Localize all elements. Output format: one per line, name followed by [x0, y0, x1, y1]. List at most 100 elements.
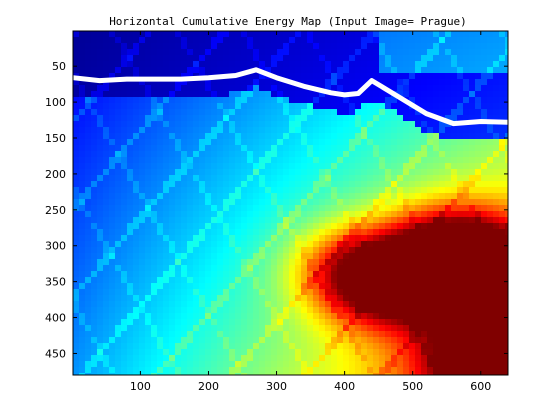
heatmap-cell	[175, 157, 182, 164]
heatmap-cell	[319, 235, 326, 242]
heatmap-cell	[439, 175, 446, 182]
heatmap-cell	[487, 37, 494, 44]
heatmap-cell	[229, 187, 236, 194]
heatmap-cell	[295, 337, 302, 344]
heatmap-cell	[259, 199, 266, 206]
heatmap-cell	[457, 79, 464, 86]
heatmap-cell	[235, 199, 242, 206]
heatmap-cell	[295, 235, 302, 242]
heatmap-cell	[475, 337, 482, 344]
heatmap-cell	[283, 343, 290, 350]
heatmap-cell	[451, 73, 458, 80]
heatmap-cell	[283, 103, 290, 110]
heatmap-cell	[427, 235, 434, 242]
heatmap-cell	[493, 223, 500, 230]
heatmap-cell	[331, 367, 338, 374]
heatmap-cell	[415, 61, 422, 68]
heatmap-cell	[499, 187, 506, 194]
heatmap-cell	[457, 163, 464, 170]
heatmap-cell	[397, 49, 404, 56]
heatmap-cell	[163, 67, 170, 74]
heatmap-cell	[235, 85, 242, 92]
heatmap-cell	[445, 79, 452, 86]
heatmap-cell	[283, 277, 290, 284]
heatmap-cell	[493, 85, 500, 92]
heatmap-cell	[127, 265, 134, 272]
heatmap-cell	[115, 61, 122, 68]
heatmap-cell	[463, 49, 470, 56]
heatmap-cell	[145, 127, 152, 134]
heatmap-cell	[277, 127, 284, 134]
heatmap-cell	[127, 91, 134, 98]
heatmap-cell	[205, 67, 212, 74]
heatmap-cell	[391, 109, 398, 116]
chart-title: Horizontal Cumulative Energy Map (Input …	[109, 15, 467, 28]
heatmap-cell	[151, 247, 158, 254]
heatmap-cell	[217, 343, 224, 350]
heatmap-cell	[79, 91, 86, 98]
heatmap-cell	[385, 73, 392, 80]
heatmap-cell	[361, 31, 368, 38]
heatmap-cell	[307, 91, 314, 98]
heatmap-cell	[331, 109, 338, 116]
heatmap-cell	[451, 325, 458, 332]
heatmap-cell	[277, 199, 284, 206]
heatmap-cell	[253, 181, 260, 188]
heatmap-cell	[505, 31, 509, 38]
heatmap-cell	[265, 289, 272, 296]
heatmap-cell	[343, 247, 350, 254]
heatmap-cell	[325, 103, 332, 110]
heatmap-cell	[451, 139, 458, 146]
heatmap-cell	[271, 115, 278, 122]
heatmap-cell	[343, 241, 350, 248]
heatmap-cell	[493, 61, 500, 68]
heatmap-cell	[259, 163, 266, 170]
heatmap-cell	[487, 205, 494, 212]
heatmap-cell	[193, 151, 200, 158]
heatmap-cell	[373, 139, 380, 146]
heatmap-cell	[211, 199, 218, 206]
heatmap-cell	[85, 367, 92, 374]
heatmap-cell	[403, 349, 410, 356]
heatmap-cell	[499, 139, 506, 146]
heatmap-cell	[175, 325, 182, 332]
heatmap-cell	[415, 331, 422, 338]
heatmap-cell	[445, 367, 452, 374]
heatmap-cell	[361, 307, 368, 314]
heatmap-cell	[109, 247, 116, 254]
heatmap-cell	[463, 169, 470, 176]
heatmap-cell	[97, 217, 104, 224]
heatmap-cell	[385, 349, 392, 356]
heatmap-cell	[457, 139, 464, 146]
heatmap-cell	[301, 313, 308, 320]
heatmap-cell	[439, 205, 446, 212]
heatmap-cell	[487, 97, 494, 104]
heatmap-cell	[313, 55, 320, 62]
heatmap-cell	[487, 67, 494, 74]
heatmap-cell	[469, 31, 476, 38]
heatmap-cell	[187, 325, 194, 332]
heatmap-cell	[343, 349, 350, 356]
heatmap-cell	[271, 175, 278, 182]
heatmap-cell	[349, 241, 356, 248]
heatmap-cell	[79, 85, 86, 92]
heatmap-cell	[223, 331, 230, 338]
heatmap-cell	[403, 157, 410, 164]
heatmap-cell	[289, 115, 296, 122]
heatmap-cell	[157, 55, 164, 62]
heatmap-cell	[175, 169, 182, 176]
heatmap-cell	[451, 187, 458, 194]
heatmap-cell	[127, 259, 134, 266]
heatmap-cell	[463, 103, 470, 110]
heatmap-cell	[355, 349, 362, 356]
heatmap-cell	[379, 115, 386, 122]
heatmap-cell	[229, 55, 236, 62]
heatmap-cell	[73, 157, 80, 164]
heatmap-cell	[115, 241, 122, 248]
heatmap-cell	[343, 157, 350, 164]
heatmap-cell	[217, 49, 224, 56]
heatmap-cell	[379, 199, 386, 206]
heatmap-cell	[391, 169, 398, 176]
heatmap-cell	[139, 163, 146, 170]
heatmap-cell	[373, 181, 380, 188]
